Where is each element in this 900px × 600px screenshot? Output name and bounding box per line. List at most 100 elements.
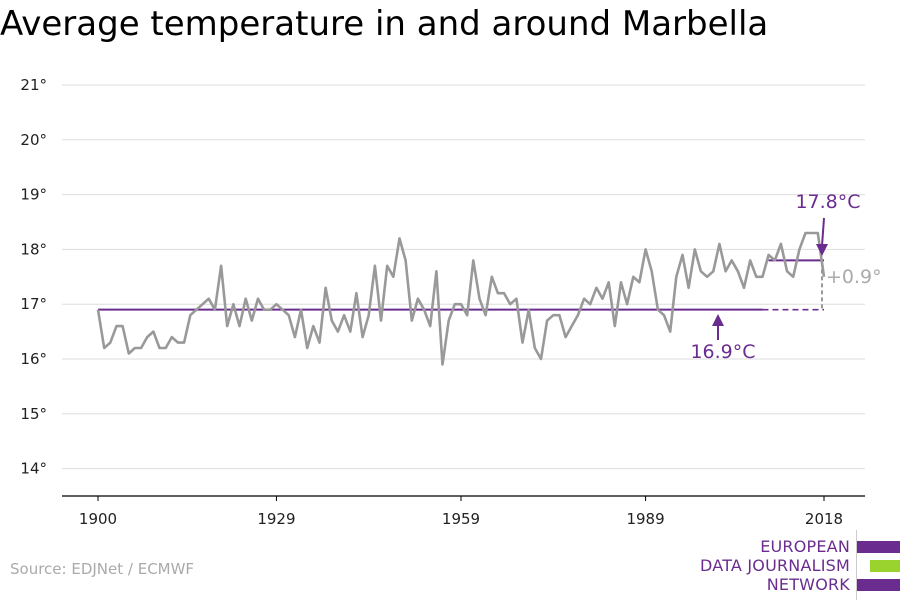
data-point	[767, 254, 770, 257]
data-point	[306, 347, 309, 350]
data-point	[337, 330, 340, 333]
data-point	[730, 259, 733, 262]
data-point	[669, 330, 672, 333]
data-point	[251, 319, 254, 322]
data-point	[687, 287, 690, 290]
data-point	[755, 276, 758, 279]
y-tick-label: 19°	[20, 186, 47, 204]
data-point	[152, 330, 155, 333]
data-point	[558, 314, 561, 317]
logo-bar-purple-bottom	[857, 579, 900, 591]
recent-average-label: 17.8°C	[795, 191, 860, 213]
data-point	[712, 270, 715, 273]
data-point	[663, 314, 666, 317]
grid-layer	[62, 84, 865, 470]
x-tick-label: 1900	[79, 510, 117, 528]
data-point	[521, 341, 524, 344]
x-tick-label: 2018	[805, 510, 843, 528]
data-point	[183, 341, 186, 344]
data-point	[454, 303, 457, 306]
logo-divider	[856, 530, 857, 600]
data-point	[392, 276, 395, 279]
x-tick-label: 1929	[257, 510, 295, 528]
data-point	[774, 259, 777, 262]
y-tick-label: 14°	[20, 460, 47, 478]
data-point	[429, 325, 432, 328]
data-point	[374, 265, 377, 268]
data-point	[318, 341, 321, 344]
data-point	[724, 270, 727, 273]
y-tick-label: 21°	[20, 76, 47, 94]
temperature-series-line	[96, 231, 826, 366]
difference-label: +0.9°	[826, 266, 882, 288]
data-point	[146, 336, 149, 339]
data-point	[706, 276, 709, 279]
data-point	[737, 270, 740, 273]
data-point	[564, 336, 567, 339]
series-layer	[96, 231, 826, 366]
data-point	[650, 270, 653, 273]
source-note: Source: EDJNet / ECMWF	[10, 560, 195, 578]
data-point	[158, 347, 161, 350]
annotations: 17.8°C 16.9°C +0.9°	[690, 191, 881, 363]
y-axis-ticks: 14° 15° 16° 17° 18° 19° 20° 21°	[20, 76, 47, 478]
baseline-average-label: 16.9°C	[690, 341, 755, 363]
data-point	[570, 325, 573, 328]
data-point	[743, 287, 746, 290]
data-point	[804, 232, 807, 235]
data-point	[823, 276, 826, 279]
data-point	[331, 319, 334, 322]
data-point	[435, 270, 438, 273]
data-point	[718, 243, 721, 246]
chart-title: Average temperature in and around Marbel…	[0, 4, 769, 44]
data-point	[657, 308, 660, 311]
logo-bar-green	[870, 560, 900, 572]
y-tick-label: 20°	[20, 131, 47, 149]
data-point	[675, 276, 678, 279]
data-point	[478, 297, 481, 300]
data-point	[386, 265, 389, 268]
data-point	[201, 303, 204, 306]
data-point	[540, 358, 543, 361]
data-point	[447, 319, 450, 322]
data-point	[355, 292, 358, 295]
data-point	[700, 270, 703, 273]
data-point	[761, 276, 764, 279]
data-point	[632, 276, 635, 279]
data-point	[527, 308, 530, 311]
recent-arrow-shaft	[821, 217, 825, 247]
data-point	[472, 259, 475, 262]
x-tick-label: 1959	[442, 510, 480, 528]
data-point	[534, 347, 537, 350]
data-point	[269, 308, 272, 311]
data-point	[263, 308, 266, 311]
logo-line-data-journalism: DATA JOURNALISM	[700, 556, 850, 575]
data-point	[134, 347, 137, 350]
data-point	[583, 297, 586, 300]
data-point	[97, 308, 100, 311]
data-point	[275, 303, 278, 306]
edjnet-logo: EUROPEAN DATA JOURNALISM NETWORK	[700, 530, 900, 600]
data-point	[503, 292, 506, 295]
logo-line-european: EUROPEAN	[760, 537, 850, 556]
data-point	[786, 270, 789, 273]
data-point	[423, 308, 426, 311]
data-point	[380, 319, 383, 322]
data-point	[441, 363, 444, 366]
data-point	[460, 303, 463, 306]
data-point	[601, 297, 604, 300]
logo-line-network: NETWORK	[766, 575, 850, 594]
data-point	[177, 341, 180, 344]
x-tick-label: 1989	[626, 510, 664, 528]
y-tick-label: 15°	[20, 405, 47, 423]
data-point	[589, 303, 592, 306]
data-point	[509, 303, 512, 306]
y-tick-label: 17°	[20, 295, 47, 313]
y-tick-label: 16°	[20, 350, 47, 368]
data-point	[595, 287, 598, 290]
data-point	[189, 314, 192, 317]
data-point	[614, 325, 617, 328]
data-point	[171, 336, 174, 339]
data-point	[810, 232, 813, 235]
data-point	[257, 297, 260, 300]
